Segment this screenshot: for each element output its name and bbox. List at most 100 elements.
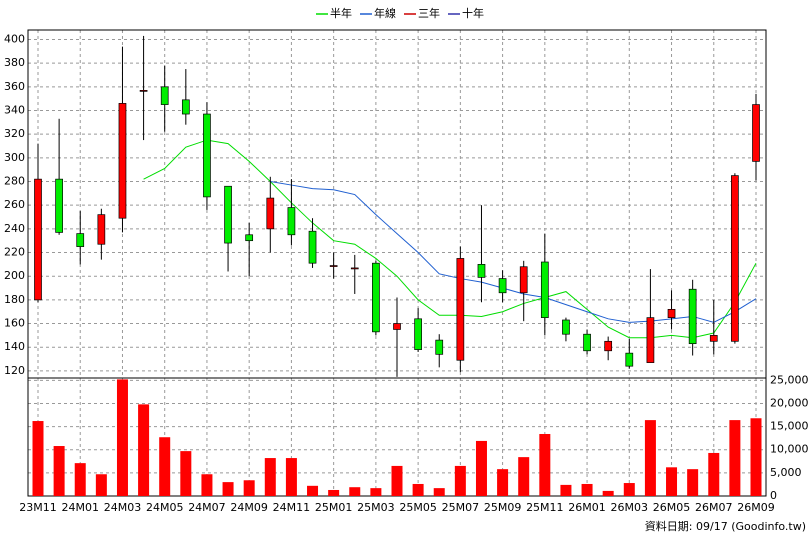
- x-tick-label: 26M05: [653, 501, 691, 514]
- candle-body: [393, 323, 401, 330]
- candle-body: [625, 352, 634, 367]
- volume-bar: [74, 463, 86, 496]
- candle-body: [562, 319, 570, 335]
- candle-body: [646, 317, 655, 363]
- y-tick-label: 380: [4, 56, 25, 69]
- volume-bar: [687, 469, 699, 496]
- legend-label: 半年: [330, 6, 352, 20]
- volume-bar: [623, 483, 635, 496]
- data-date-note: 資料日期: 09/17 (Goodinfo.tw): [645, 519, 806, 533]
- candle-body: [203, 113, 211, 198]
- x-tick-label: 26M07: [695, 501, 733, 514]
- y2-tick-label: 5,000: [770, 466, 802, 479]
- x-tick-label: 24M05: [146, 501, 184, 514]
- volume-bar: [116, 379, 128, 496]
- candle-body: [139, 90, 148, 92]
- candle-body: [76, 233, 85, 247]
- volume-bar: [539, 433, 551, 496]
- candle-body: [709, 335, 718, 342]
- volume-bar: [328, 489, 340, 496]
- y-tick-label: 400: [4, 32, 25, 45]
- candle-body: [372, 262, 380, 333]
- x-tick-label: 24M07: [188, 501, 226, 514]
- y-tick-label: 260: [4, 198, 25, 211]
- candle-body: [456, 258, 465, 361]
- volume-bar: [602, 490, 614, 496]
- candle-body: [477, 264, 486, 278]
- y-tick-label: 280: [4, 175, 25, 188]
- candle-body: [245, 234, 254, 242]
- volume-bar: [243, 480, 255, 496]
- x-tick-label: 25M01: [315, 501, 353, 514]
- legend-label: 年線: [374, 6, 396, 20]
- volume-bar: [285, 458, 297, 496]
- candle-body: [118, 103, 127, 219]
- candle-body: [583, 333, 591, 352]
- y2-tick-label: 0: [770, 489, 777, 502]
- volume-bar: [349, 487, 361, 496]
- candle-body: [435, 339, 444, 355]
- legend-label: 十年: [462, 6, 484, 20]
- volume-bar: [391, 465, 403, 496]
- y-tick-label: 340: [4, 103, 25, 116]
- candle-body: [731, 175, 739, 342]
- y-tick-label: 320: [4, 127, 25, 140]
- candle-body: [498, 278, 507, 294]
- x-tick-label: 24M01: [61, 501, 99, 514]
- x-tick-label: 26M09: [737, 501, 775, 514]
- y-tick-label: 140: [4, 340, 25, 353]
- y2-tick-label: 15,000: [770, 420, 808, 433]
- x-tick-label: 24M11: [273, 501, 311, 514]
- volume-bar: [497, 469, 509, 496]
- y-tick-label: 220: [4, 246, 25, 259]
- candle-body: [604, 340, 613, 352]
- volume-bar: [666, 467, 678, 496]
- y-tick-label: 360: [4, 80, 25, 93]
- x-tick-label: 25M11: [526, 501, 564, 514]
- volume-bar: [264, 458, 276, 496]
- x-tick-label: 25M05: [399, 501, 437, 514]
- candle-body: [540, 261, 549, 318]
- x-tick-label: 26M01: [568, 501, 606, 514]
- volume-bar: [518, 457, 530, 496]
- y-tick-label: 200: [4, 269, 25, 282]
- x-tick-label: 25M09: [484, 501, 522, 514]
- candle-body: [287, 207, 296, 236]
- volume-bar: [708, 452, 720, 496]
- volume-bar: [454, 465, 466, 496]
- volume-bar: [475, 440, 487, 496]
- volume-bar: [644, 420, 656, 496]
- ma-line: [270, 181, 757, 323]
- x-tick-label: 26M03: [611, 501, 649, 514]
- candle-body: [414, 318, 422, 350]
- y-tick-label: 240: [4, 222, 25, 235]
- x-tick-label: 24M03: [104, 501, 142, 514]
- candle-body: [350, 267, 359, 270]
- y-tick-label: 160: [4, 317, 25, 330]
- y2-tick-label: 25,000: [770, 373, 808, 386]
- candle-body: [34, 178, 42, 301]
- volume-bar: [201, 474, 213, 496]
- volume-bar: [433, 488, 445, 496]
- candle-body: [752, 104, 760, 162]
- volume-bar: [222, 482, 234, 496]
- y2-tick-label: 10,000: [770, 443, 808, 456]
- candle-body: [160, 86, 169, 105]
- volume-bar: [53, 446, 65, 496]
- candle-body: [519, 266, 528, 294]
- x-tick-label: 24M09: [230, 501, 268, 514]
- candle-body: [667, 308, 676, 318]
- y2-tick-label: 20,000: [770, 396, 808, 409]
- legend-label: 三年: [418, 6, 440, 20]
- x-tick-label: 25M07: [442, 501, 480, 514]
- volume-bar: [560, 484, 572, 496]
- volume-bar: [159, 437, 171, 496]
- x-tick-label: 25M03: [357, 501, 395, 514]
- x-tick-label: 23M11: [19, 501, 57, 514]
- volume-bar: [370, 488, 382, 496]
- volume-bar: [750, 418, 762, 496]
- volume-bar: [180, 451, 192, 496]
- volume-bar: [32, 421, 44, 496]
- candle-body: [266, 197, 275, 230]
